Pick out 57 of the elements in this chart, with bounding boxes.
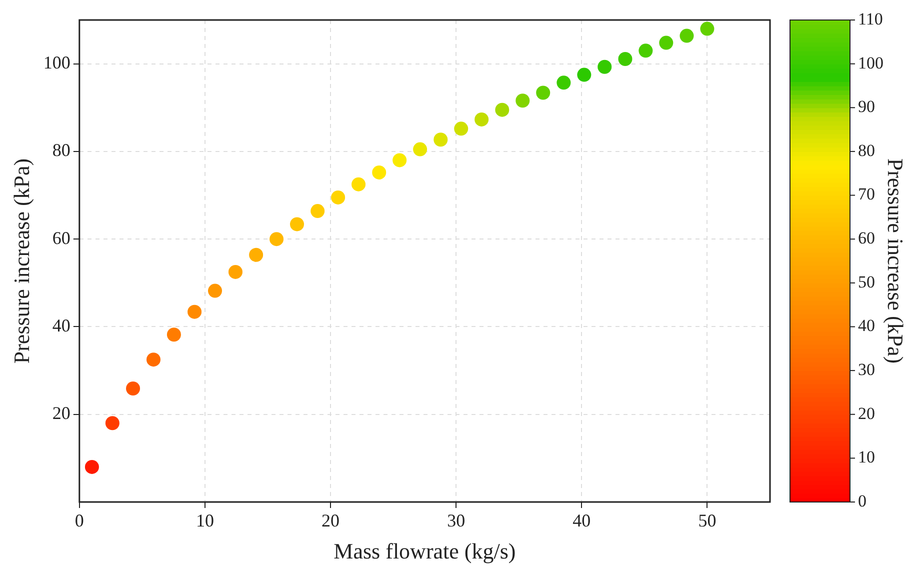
color-bar-label: 70 (858, 184, 875, 204)
point (454, 122, 468, 136)
x-tick-label: 0 (74, 510, 84, 531)
point (413, 142, 428, 156)
y-tick-label: 60 (52, 228, 70, 248)
point (474, 112, 489, 126)
color-bar-label: 90 (858, 97, 875, 116)
point (188, 304, 202, 319)
point (372, 165, 386, 180)
point (434, 132, 448, 147)
x-tick-label: 50 (698, 510, 716, 531)
point (680, 28, 694, 43)
point (577, 68, 592, 82)
point (208, 284, 222, 298)
point (659, 36, 674, 50)
x-axis-title: Mass flowrate (kg/s) (334, 538, 516, 564)
color-bar-label: 10 (858, 448, 875, 467)
point (700, 22, 714, 36)
point (146, 352, 160, 367)
point (392, 153, 407, 168)
point (536, 86, 550, 100)
point (228, 264, 242, 279)
color-bar-label: 20 (858, 404, 875, 423)
color-bar-label: 80 (858, 140, 875, 160)
point (84, 460, 99, 474)
color-bar-title: Pressure increase (kPa) (883, 158, 906, 364)
point (556, 76, 571, 90)
point (310, 204, 325, 218)
color-bar-label: 50 (858, 272, 875, 292)
y-tick-label: 20 (52, 403, 70, 424)
x-tick-label: 30 (447, 510, 466, 531)
x-tick-label: 40 (572, 510, 591, 531)
color-bar-label: 40 (858, 316, 875, 336)
point (270, 232, 284, 246)
x-tick-label: 20 (322, 510, 340, 531)
point (638, 44, 653, 58)
y-axis-title: Pressure increase (kPa) (8, 158, 34, 364)
point (249, 248, 264, 262)
point (516, 94, 530, 108)
point (166, 328, 181, 342)
point (105, 416, 120, 430)
point (126, 382, 140, 396)
color-bar-label: 30 (858, 360, 875, 380)
color-bar-label: 100 (858, 53, 884, 72)
point (331, 190, 346, 204)
color-bar-label: 110 (858, 9, 883, 28)
y-tick-label: 40 (52, 315, 70, 336)
y-tick-label: 100 (43, 52, 70, 73)
point (352, 177, 366, 192)
x-tick-label: 10 (196, 510, 214, 531)
color-bar-label: 0 (858, 491, 866, 510)
point (290, 217, 304, 232)
color-bar-label: 60 (858, 228, 875, 248)
point (618, 52, 632, 66)
point (598, 60, 612, 74)
y-tick-label: 80 (52, 140, 70, 160)
point (495, 102, 510, 117)
